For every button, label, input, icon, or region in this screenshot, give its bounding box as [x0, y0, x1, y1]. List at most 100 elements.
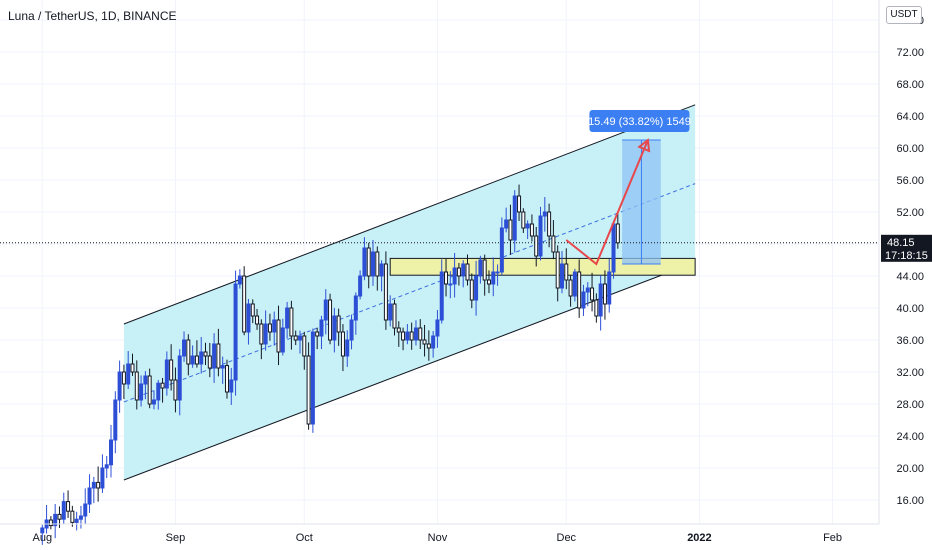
- price-label: 56.00: [896, 175, 924, 187]
- candle-body: [534, 235, 539, 257]
- candle-body: [280, 327, 285, 353]
- candle-body: [568, 279, 573, 297]
- candle-body: [465, 263, 470, 281]
- price-label: 68.00: [896, 79, 924, 91]
- candle-body: [371, 251, 376, 277]
- candle-body: [96, 481, 101, 489]
- candle-body: [194, 355, 199, 365]
- price-label: 64.00: [896, 111, 924, 123]
- candle-body: [216, 343, 221, 369]
- price-label: 60.00: [896, 143, 924, 155]
- candle-body: [229, 379, 234, 393]
- candle-body: [332, 315, 337, 341]
- candle-body: [525, 223, 530, 229]
- candle-body: [448, 283, 453, 286]
- price-label: 24.00: [896, 431, 924, 443]
- channel-fill[interactable]: [123, 104, 696, 481]
- candle-body: [40, 527, 45, 534]
- candle-body: [160, 382, 165, 389]
- candle-body: [555, 251, 560, 289]
- candle-body: [87, 487, 92, 505]
- price-label: 40.00: [896, 303, 924, 315]
- candle-body: [426, 343, 431, 349]
- candle-body: [542, 211, 547, 217]
- candle-body: [109, 439, 114, 466]
- candle-body: [405, 331, 410, 341]
- candle-body: [482, 259, 487, 281]
- candle-body: [173, 379, 178, 401]
- candle-body: [504, 219, 509, 229]
- price-label: 28.00: [896, 399, 924, 411]
- candle-body: [551, 235, 556, 253]
- candle-body: [302, 335, 307, 357]
- candle-body: [255, 315, 260, 325]
- candle-body: [401, 331, 406, 341]
- current-price-tag[interactable]: 48.15 17:18:15: [881, 234, 932, 262]
- candle-body: [263, 323, 268, 345]
- price-tag-value: 48.15: [887, 237, 915, 249]
- candle-body: [607, 271, 612, 305]
- projection-arrowhead: [637, 138, 651, 153]
- candle-body: [577, 271, 582, 309]
- candle-body: [602, 283, 607, 305]
- candle-body: [156, 382, 161, 401]
- candles: [40, 184, 620, 545]
- candle-body: [345, 339, 350, 357]
- candle-body: [585, 287, 590, 293]
- candle-body: [78, 515, 83, 520]
- candle-body: [169, 359, 174, 381]
- time-label: Dec: [557, 532, 577, 544]
- candle-body: [422, 339, 427, 345]
- candle-body: [100, 467, 105, 489]
- candle-body: [456, 267, 461, 277]
- candle-body: [147, 375, 152, 405]
- candle-body: [212, 343, 217, 369]
- time-label: Aug: [33, 532, 53, 544]
- candle-body: [521, 211, 526, 229]
- candle-body: [164, 359, 169, 389]
- candle-body: [461, 263, 466, 277]
- candle-body: [435, 319, 440, 337]
- candle-body: [151, 399, 156, 405]
- channel-upper-line[interactable]: [123, 104, 696, 325]
- currency-button[interactable]: USDT: [886, 6, 922, 24]
- candle-body: [272, 319, 277, 333]
- candle-body: [207, 355, 212, 369]
- candle-body: [289, 307, 294, 337]
- candle-body: [293, 335, 298, 341]
- candle-body: [392, 303, 397, 329]
- measure-label[interactable]: 15.49 (33.82%) 1549: [588, 110, 691, 132]
- measure-tag-text: 15.49 (33.82%) 1549: [588, 116, 691, 128]
- candle-body: [491, 271, 496, 285]
- candle-body: [121, 371, 126, 385]
- candle-body: [418, 327, 423, 341]
- candle-body: [233, 283, 238, 381]
- candle-body: [499, 227, 504, 273]
- candle-body: [57, 513, 62, 520]
- candle-body: [444, 271, 449, 285]
- candle-body: [452, 267, 457, 285]
- candle-body: [186, 339, 191, 365]
- candle-body: [190, 355, 195, 365]
- candle-body: [413, 327, 418, 341]
- candle-body: [508, 219, 513, 241]
- candle-body: [104, 464, 109, 469]
- candle-body: [319, 319, 324, 337]
- candle-body: [594, 299, 599, 317]
- candle-body: [53, 513, 58, 527]
- measure-tag-bg: [589, 110, 690, 132]
- candle-body: [383, 263, 388, 321]
- time-label: Sep: [166, 532, 186, 544]
- candle-body: [117, 371, 122, 401]
- candle-body: [396, 327, 401, 333]
- candle-body: [224, 365, 229, 393]
- projection-arrow[interactable]: [565, 139, 649, 266]
- time-label: Feb: [823, 532, 842, 544]
- price-tag-bg: [881, 234, 932, 262]
- candle-body: [276, 319, 281, 353]
- candle-body: [362, 247, 367, 277]
- candle-body: [328, 299, 333, 341]
- price-label: 44.00: [896, 271, 924, 283]
- candle-body: [590, 287, 595, 301]
